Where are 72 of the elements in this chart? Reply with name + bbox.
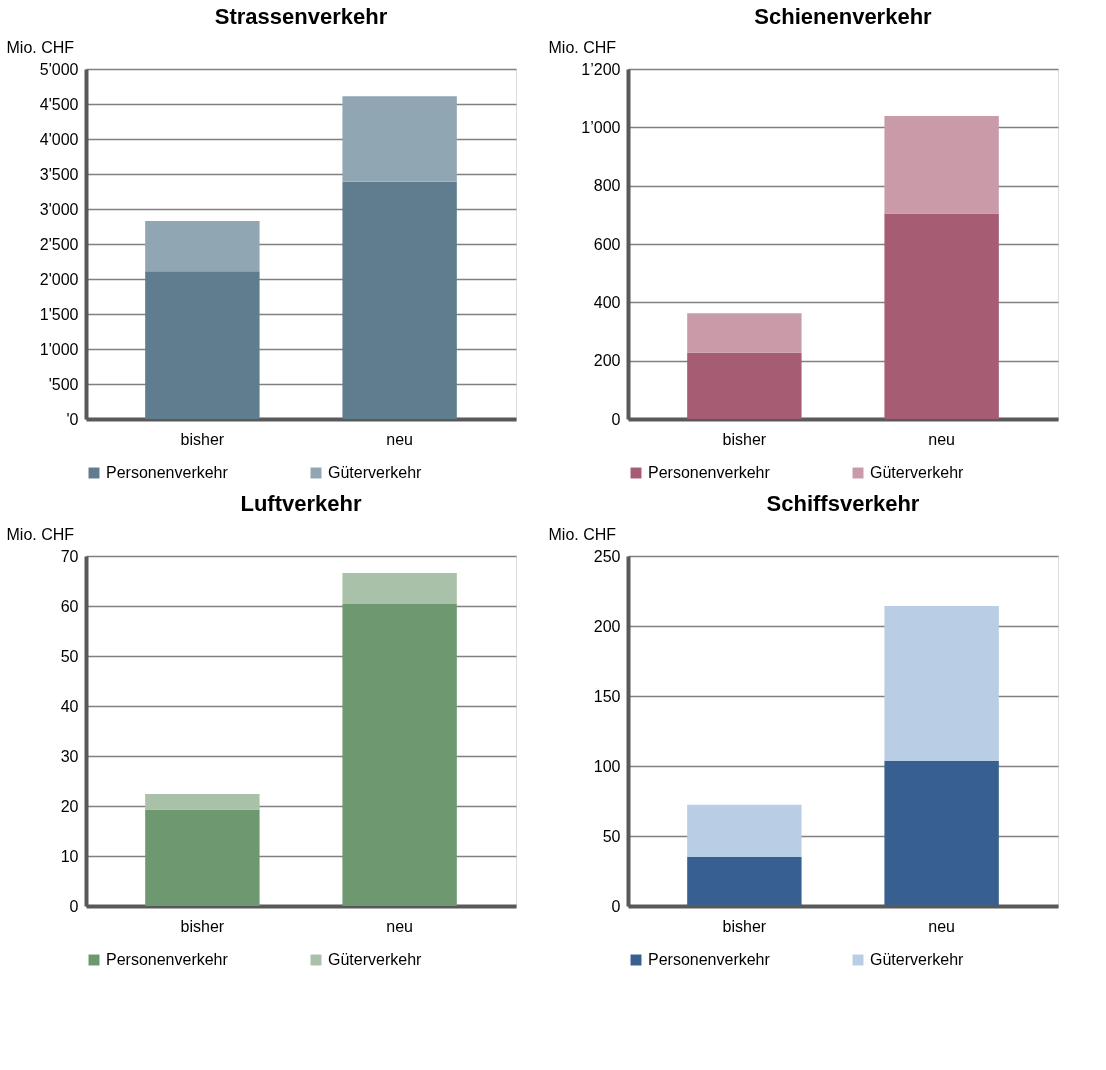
y-tick-label: 250 [593, 547, 621, 565]
legend-label: Personenverkehr [648, 951, 771, 968]
x-tick-label: bisher [180, 917, 225, 935]
y-tick-label: 4'500 [39, 95, 79, 113]
y-tick-label: '0 [66, 410, 79, 428]
chart-title: Strassenverkehr [214, 4, 388, 29]
legend-label: Personenverkehr [106, 464, 229, 481]
y-tick-label: 2'500 [39, 235, 79, 253]
chart-title: Schiffsverkehr [766, 491, 920, 516]
y-tick-label: '500 [48, 375, 79, 393]
bar [884, 213, 999, 419]
legend-label: Güterverkehr [328, 464, 423, 481]
y-tick-label: 50 [60, 647, 79, 665]
y-tick-label: 200 [593, 352, 621, 370]
y-tick-label: 20 [60, 797, 79, 815]
y-tick-label: 50 [602, 827, 621, 845]
bar [342, 604, 457, 906]
x-tick-label: neu [386, 917, 413, 935]
y-tick-label: 4'000 [39, 130, 79, 148]
x-tick-label: neu [928, 917, 955, 935]
chart-title: Luftverkehr [240, 491, 362, 516]
y-axis-title: Mio. CHF [548, 38, 617, 56]
y-tick-label: 70 [60, 547, 79, 565]
legend-label: Personenverkehr [106, 951, 229, 968]
y-tick-label: 1'500 [39, 305, 79, 323]
y-tick-label: 3'000 [39, 200, 79, 218]
legend-label: Personenverkehr [648, 464, 771, 481]
y-axis-title: Mio. CHF [6, 38, 75, 56]
y-tick-label: 400 [593, 293, 621, 311]
x-tick-label: bisher [722, 430, 767, 448]
x-tick-label: neu [928, 430, 955, 448]
y-tick-label: 800 [593, 177, 621, 195]
legend-label: Güterverkehr [870, 951, 965, 968]
y-tick-label: 3'500 [39, 165, 79, 183]
y-tick-label: 40 [60, 697, 79, 715]
bar [687, 352, 802, 419]
bar [342, 573, 457, 604]
bar [884, 761, 999, 906]
y-tick-label: 200 [593, 617, 621, 635]
y-tick-label: 1’200 [581, 60, 621, 78]
y-tick-label: 10 [60, 847, 79, 865]
bar [884, 605, 999, 762]
y-tick-label: 100 [593, 757, 621, 775]
x-tick-label: bisher [180, 430, 225, 448]
y-tick-label: 0 [611, 410, 621, 428]
y-tick-label: 600 [593, 235, 621, 253]
y-axis-title: Mio. CHF [548, 525, 617, 543]
bar [342, 181, 457, 419]
bar [687, 804, 802, 857]
legend-label: Güterverkehr [870, 464, 965, 481]
y-tick-label: 60 [60, 597, 79, 615]
bar [145, 794, 260, 810]
y-tick-label: 30 [60, 747, 79, 765]
x-tick-label: neu [386, 430, 413, 448]
bar [884, 115, 999, 214]
bar [145, 809, 260, 906]
legend-label: Güterverkehr [328, 951, 423, 968]
y-axis-title: Mio. CHF [6, 525, 75, 543]
y-tick-label: 5'000 [39, 60, 79, 78]
x-tick-label: bisher [722, 917, 767, 935]
bar [687, 313, 802, 353]
y-tick-label: 0 [69, 897, 79, 915]
chart-title: Schienenverkehr [754, 4, 933, 29]
bar [145, 271, 260, 419]
y-tick-label: 0 [611, 897, 621, 915]
bar [687, 857, 802, 906]
y-tick-label: 1’000 [581, 118, 621, 136]
y-tick-label: 2'000 [39, 270, 79, 288]
bar [145, 220, 260, 272]
y-tick-label: 150 [593, 687, 621, 705]
bar [342, 96, 457, 182]
y-tick-label: 1'000 [39, 340, 79, 358]
